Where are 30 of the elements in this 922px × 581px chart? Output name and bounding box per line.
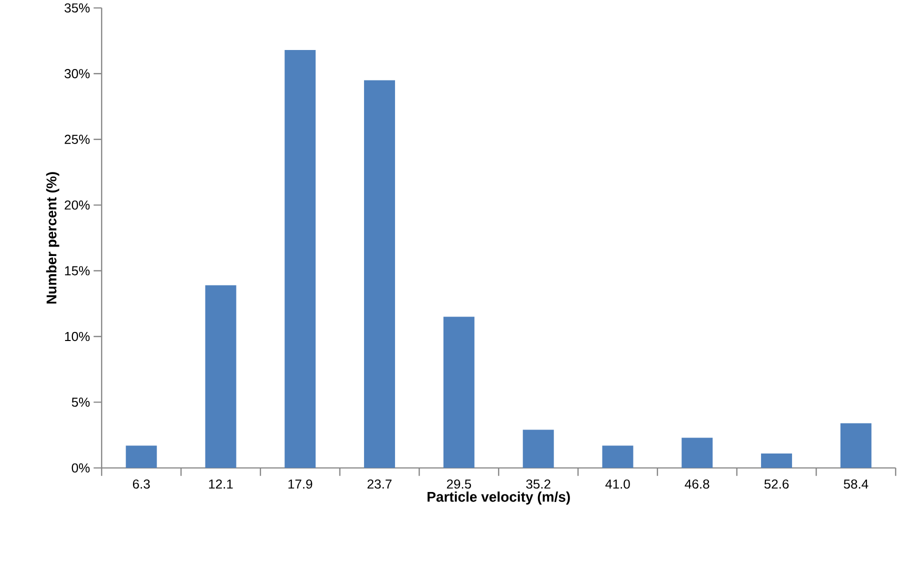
bar <box>761 453 792 468</box>
y-tick-label: 20% <box>64 200 90 210</box>
bar <box>205 285 236 468</box>
y-tick-label: 10% <box>65 332 90 342</box>
bar <box>602 446 634 468</box>
bar <box>682 438 713 468</box>
bar <box>364 80 396 468</box>
x-tick-label: 29.5 <box>446 479 472 489</box>
y-tick-label: 35% <box>64 3 90 13</box>
y-tick-label: 5% <box>72 398 90 407</box>
bar <box>522 430 554 468</box>
x-axis-title: Particle velocity (m/s) <box>428 492 570 505</box>
x-tick-label: 46.8 <box>684 479 710 489</box>
bar <box>840 423 872 468</box>
y-tick-label: 0% <box>72 463 90 473</box>
y-tick-label: 30% <box>64 69 90 78</box>
x-tick-label: 52.6 <box>764 479 789 489</box>
x-tick-label: 12.1 <box>209 479 233 489</box>
y-axis-title: Number percent (%) <box>46 172 60 304</box>
x-tick-label: 58.4 <box>844 479 868 489</box>
y-tick-label: 25% <box>64 134 90 144</box>
x-tick-label: 6.3 <box>132 479 150 489</box>
x-tick-label: 17.9 <box>288 479 312 489</box>
bar <box>284 50 316 468</box>
x-tick-label: 41.0 <box>605 479 630 489</box>
x-tick-label: 35.2 <box>526 479 550 489</box>
bar <box>126 446 157 468</box>
x-tick-label: 23.7 <box>368 479 392 489</box>
y-tick-label: 15% <box>65 266 90 276</box>
bar <box>443 316 474 468</box>
